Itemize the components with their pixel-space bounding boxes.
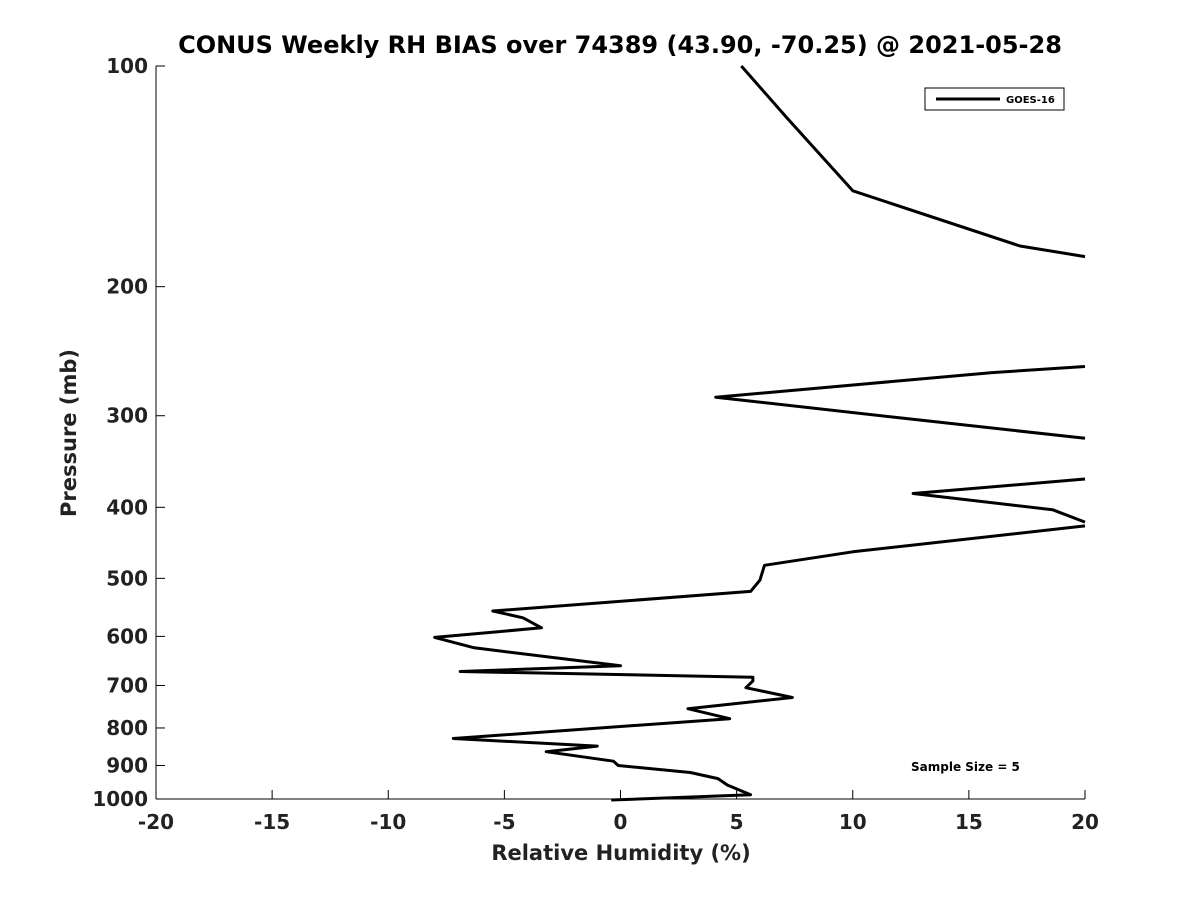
- legend-label: GOES-16: [1006, 95, 1055, 106]
- y-axis-label: Pressure (mb): [57, 349, 81, 517]
- legend: GOES-16: [924, 87, 1065, 111]
- x-tick-label: 20: [1071, 810, 1099, 834]
- y-tick-label: 200: [106, 275, 148, 299]
- y-tick-label: 700: [106, 673, 148, 697]
- x-axis-label: Relative Humidity (%): [491, 841, 750, 865]
- y-tick-label: 900: [106, 753, 148, 777]
- series-line-segment: [714, 365, 1086, 440]
- y-tick-label: 500: [106, 566, 148, 590]
- chart-title: CONUS Weekly RH BIAS over 74389 (43.90, …: [178, 31, 1062, 59]
- y-tick-label: 100: [106, 54, 148, 78]
- series-line-segment: [911, 477, 1086, 524]
- y-tick-label: 1000: [92, 787, 148, 811]
- y-tick-label: 800: [106, 716, 148, 740]
- series-line-segment: [740, 65, 1086, 259]
- y-tick-label: 300: [106, 404, 148, 428]
- x-tick-label: -5: [493, 810, 515, 834]
- series-line-segment: [433, 524, 1086, 802]
- y-tick-label: 600: [106, 624, 148, 648]
- y-axis-ticks: 100 200 300 400 500 600 700 800 900 1000: [92, 54, 165, 811]
- x-tick-label: 5: [730, 810, 744, 834]
- x-tick-label: -10: [370, 810, 406, 834]
- x-tick-label: 10: [839, 810, 867, 834]
- x-axis-ticks: -20 -15 -10 -5 0 5 10 15 20: [138, 790, 1099, 834]
- x-tick-label: 15: [955, 810, 983, 834]
- sample-size-annotation: Sample Size = 5: [911, 760, 1020, 774]
- y-tick-label: 400: [106, 495, 148, 519]
- x-tick-label: 0: [614, 810, 628, 834]
- plot-area: [433, 65, 1086, 802]
- x-tick-label: -20: [138, 810, 174, 834]
- x-tick-label: -15: [254, 810, 290, 834]
